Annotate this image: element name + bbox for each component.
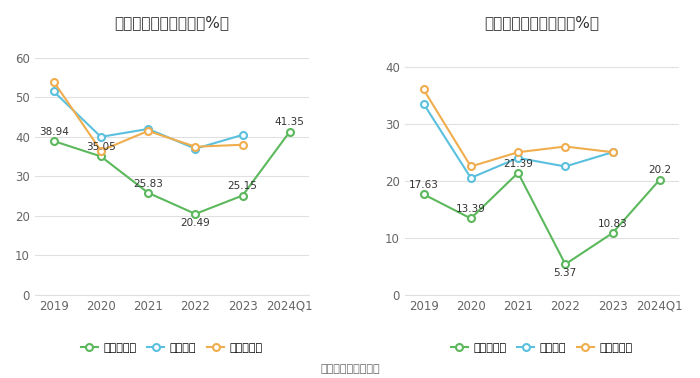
Text: 10.83: 10.83 [598,219,627,229]
Title: 历年毛利率变化情况（%）: 历年毛利率变化情况（%） [114,15,229,30]
Text: 21.39: 21.39 [503,159,533,169]
Title: 历年净利率变化情况（%）: 历年净利率变化情况（%） [484,15,599,30]
Text: 20.49: 20.49 [181,218,210,228]
Text: 20.2: 20.2 [648,166,671,175]
Text: 17.63: 17.63 [409,180,438,190]
Text: 5.37: 5.37 [554,268,577,278]
Legend: 公司毛利率, 行业均值, 行业中位数: 公司毛利率, 行业均值, 行业中位数 [76,339,267,358]
Text: 38.94: 38.94 [38,127,69,137]
Text: 25.83: 25.83 [133,179,163,189]
Text: 数据来源：恒生聚源: 数据来源：恒生聚源 [320,364,380,374]
Legend: 公司净利率, 行业均值, 行业中位数: 公司净利率, 行业均值, 行业中位数 [447,339,637,358]
Text: 13.39: 13.39 [456,204,486,214]
Text: 41.35: 41.35 [275,117,304,127]
Text: 35.05: 35.05 [86,142,116,152]
Text: 25.15: 25.15 [228,181,258,191]
